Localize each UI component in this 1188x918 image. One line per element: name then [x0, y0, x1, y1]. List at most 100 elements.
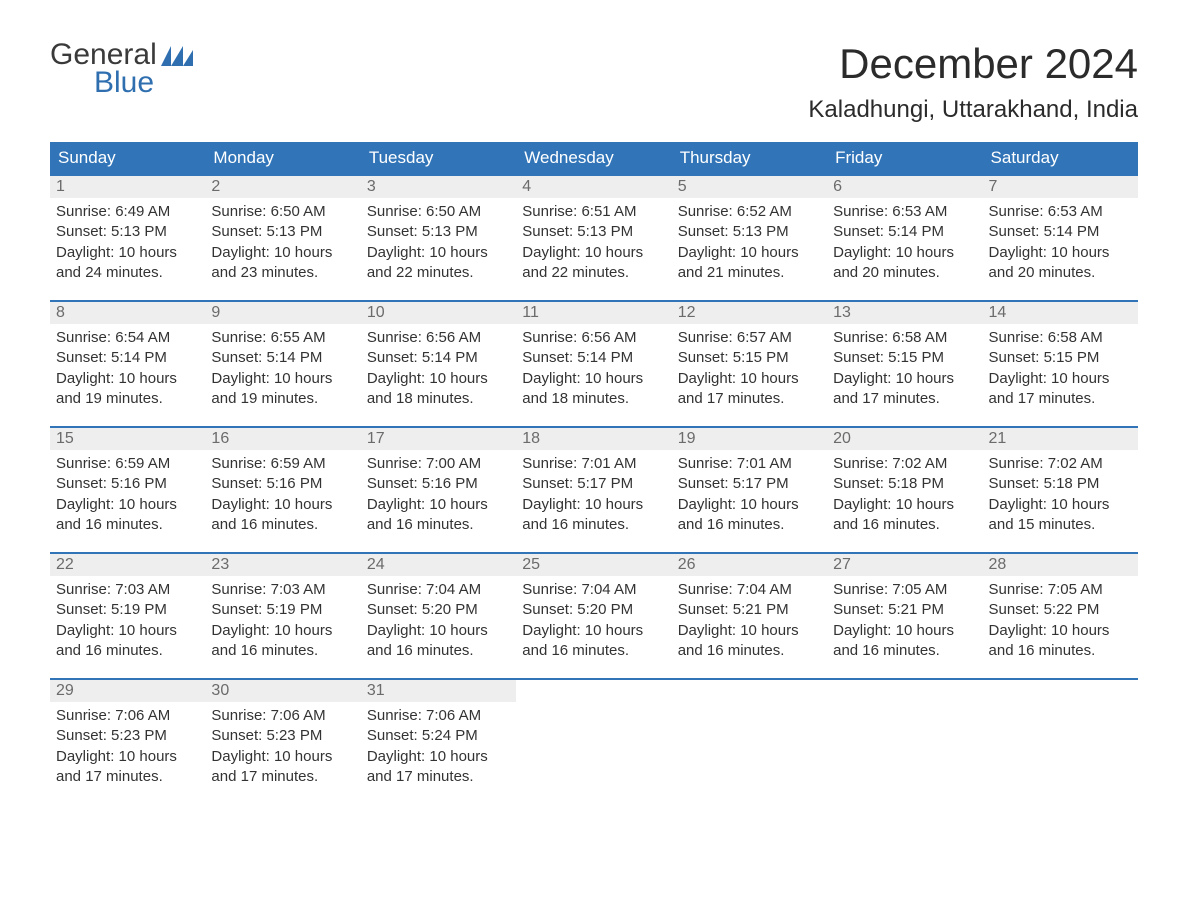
sunrise-text: Sunrise: 7:02 AM: [833, 454, 976, 474]
sunrise-text: Sunrise: 6:53 AM: [833, 202, 976, 222]
day-body: Sunrise: 7:02 AMSunset: 5:18 PMDaylight:…: [983, 450, 1138, 549]
day-body: Sunrise: 6:53 AMSunset: 5:14 PMDaylight:…: [827, 198, 982, 297]
location-subtitle: Kaladhungi, Uttarakhand, India: [808, 96, 1138, 124]
sunset-text: Sunset: 5:21 PM: [678, 600, 821, 620]
sunrise-text: Sunrise: 7:04 AM: [522, 580, 665, 600]
weekday-header: Tuesday: [361, 142, 516, 174]
sunset-text: Sunset: 5:15 PM: [678, 348, 821, 368]
empty-day-cell: [983, 680, 1138, 804]
calendar: Sunday Monday Tuesday Wednesday Thursday…: [50, 142, 1138, 804]
daylight1-text: Daylight: 10 hours: [367, 243, 510, 263]
empty-day-cell: [516, 680, 671, 804]
daylight2-text: and 17 minutes.: [367, 767, 510, 787]
day-number: 20: [827, 428, 982, 450]
sunrise-text: Sunrise: 6:59 AM: [211, 454, 354, 474]
weekday-header: Friday: [827, 142, 982, 174]
sunrise-text: Sunrise: 6:53 AM: [989, 202, 1132, 222]
day-body: Sunrise: 7:04 AMSunset: 5:20 PMDaylight:…: [361, 576, 516, 675]
sunset-text: Sunset: 5:20 PM: [367, 600, 510, 620]
sunrise-text: Sunrise: 7:00 AM: [367, 454, 510, 474]
day-cell: 3Sunrise: 6:50 AMSunset: 5:13 PMDaylight…: [361, 176, 516, 300]
daylight1-text: Daylight: 10 hours: [678, 369, 821, 389]
daylight2-text: and 18 minutes.: [367, 389, 510, 409]
sunrise-text: Sunrise: 7:06 AM: [211, 706, 354, 726]
day-cell: 30Sunrise: 7:06 AMSunset: 5:23 PMDayligh…: [205, 680, 360, 804]
daylight1-text: Daylight: 10 hours: [989, 369, 1132, 389]
sunset-text: Sunset: 5:23 PM: [211, 726, 354, 746]
day-body: Sunrise: 7:03 AMSunset: 5:19 PMDaylight:…: [50, 576, 205, 675]
daylight2-text: and 16 minutes.: [522, 515, 665, 535]
daylight2-text: and 24 minutes.: [56, 263, 199, 283]
daylight2-text: and 16 minutes.: [367, 641, 510, 661]
daylight2-text: and 16 minutes.: [211, 641, 354, 661]
sunset-text: Sunset: 5:14 PM: [56, 348, 199, 368]
sunset-text: Sunset: 5:21 PM: [833, 600, 976, 620]
day-body: Sunrise: 6:50 AMSunset: 5:13 PMDaylight:…: [361, 198, 516, 297]
day-cell: 10Sunrise: 6:56 AMSunset: 5:14 PMDayligh…: [361, 302, 516, 426]
sunset-text: Sunset: 5:19 PM: [211, 600, 354, 620]
daylight2-text: and 16 minutes.: [989, 641, 1132, 661]
sunrise-text: Sunrise: 6:51 AM: [522, 202, 665, 222]
daylight1-text: Daylight: 10 hours: [211, 495, 354, 515]
day-cell: 22Sunrise: 7:03 AMSunset: 5:19 PMDayligh…: [50, 554, 205, 678]
sunrise-text: Sunrise: 6:56 AM: [367, 328, 510, 348]
sunset-text: Sunset: 5:14 PM: [367, 348, 510, 368]
daylight1-text: Daylight: 10 hours: [211, 243, 354, 263]
daylight2-text: and 17 minutes.: [56, 767, 199, 787]
day-body: Sunrise: 6:59 AMSunset: 5:16 PMDaylight:…: [205, 450, 360, 549]
daylight1-text: Daylight: 10 hours: [211, 747, 354, 767]
daylight1-text: Daylight: 10 hours: [678, 243, 821, 263]
sunrise-text: Sunrise: 6:50 AM: [367, 202, 510, 222]
day-body: Sunrise: 6:59 AMSunset: 5:16 PMDaylight:…: [50, 450, 205, 549]
daylight1-text: Daylight: 10 hours: [678, 621, 821, 641]
weekday-header: Thursday: [672, 142, 827, 174]
day-cell: 29Sunrise: 7:06 AMSunset: 5:23 PMDayligh…: [50, 680, 205, 804]
sunrise-text: Sunrise: 7:03 AM: [211, 580, 354, 600]
day-body: Sunrise: 6:58 AMSunset: 5:15 PMDaylight:…: [827, 324, 982, 423]
day-number: 28: [983, 554, 1138, 576]
day-body: Sunrise: 6:49 AMSunset: 5:13 PMDaylight:…: [50, 198, 205, 297]
daylight2-text: and 16 minutes.: [211, 515, 354, 535]
weekday-header: Wednesday: [516, 142, 671, 174]
daylight1-text: Daylight: 10 hours: [56, 621, 199, 641]
sunrise-text: Sunrise: 7:06 AM: [56, 706, 199, 726]
day-body: Sunrise: 6:56 AMSunset: 5:14 PMDaylight:…: [361, 324, 516, 423]
daylight2-text: and 19 minutes.: [56, 389, 199, 409]
day-cell: 11Sunrise: 6:56 AMSunset: 5:14 PMDayligh…: [516, 302, 671, 426]
sunrise-text: Sunrise: 7:04 AM: [678, 580, 821, 600]
daylight1-text: Daylight: 10 hours: [678, 495, 821, 515]
sunrise-text: Sunrise: 6:55 AM: [211, 328, 354, 348]
day-body: Sunrise: 7:01 AMSunset: 5:17 PMDaylight:…: [516, 450, 671, 549]
day-cell: 4Sunrise: 6:51 AMSunset: 5:13 PMDaylight…: [516, 176, 671, 300]
day-number: 13: [827, 302, 982, 324]
day-number: 31: [361, 680, 516, 702]
day-number: 18: [516, 428, 671, 450]
sunset-text: Sunset: 5:15 PM: [833, 348, 976, 368]
sunset-text: Sunset: 5:14 PM: [833, 222, 976, 242]
sunset-text: Sunset: 5:17 PM: [522, 474, 665, 494]
weekday-header-row: Sunday Monday Tuesday Wednesday Thursday…: [50, 142, 1138, 174]
day-body: Sunrise: 7:03 AMSunset: 5:19 PMDaylight:…: [205, 576, 360, 675]
day-cell: 9Sunrise: 6:55 AMSunset: 5:14 PMDaylight…: [205, 302, 360, 426]
sunset-text: Sunset: 5:18 PM: [989, 474, 1132, 494]
daylight2-text: and 21 minutes.: [678, 263, 821, 283]
day-cell: 16Sunrise: 6:59 AMSunset: 5:16 PMDayligh…: [205, 428, 360, 552]
sunrise-text: Sunrise: 6:50 AM: [211, 202, 354, 222]
day-number: 26: [672, 554, 827, 576]
sunset-text: Sunset: 5:19 PM: [56, 600, 199, 620]
sunrise-text: Sunrise: 6:56 AM: [522, 328, 665, 348]
day-cell: 23Sunrise: 7:03 AMSunset: 5:19 PMDayligh…: [205, 554, 360, 678]
sunrise-text: Sunrise: 6:54 AM: [56, 328, 199, 348]
sunset-text: Sunset: 5:16 PM: [367, 474, 510, 494]
day-body: Sunrise: 7:04 AMSunset: 5:21 PMDaylight:…: [672, 576, 827, 675]
daylight1-text: Daylight: 10 hours: [522, 243, 665, 263]
day-number: 23: [205, 554, 360, 576]
day-number: 16: [205, 428, 360, 450]
day-number: 4: [516, 176, 671, 198]
week-row: 15Sunrise: 6:59 AMSunset: 5:16 PMDayligh…: [50, 426, 1138, 552]
day-body: Sunrise: 7:05 AMSunset: 5:22 PMDaylight:…: [983, 576, 1138, 675]
logo-text-bottom: Blue: [94, 68, 193, 98]
sunrise-text: Sunrise: 7:01 AM: [678, 454, 821, 474]
day-number: 22: [50, 554, 205, 576]
daylight1-text: Daylight: 10 hours: [367, 747, 510, 767]
